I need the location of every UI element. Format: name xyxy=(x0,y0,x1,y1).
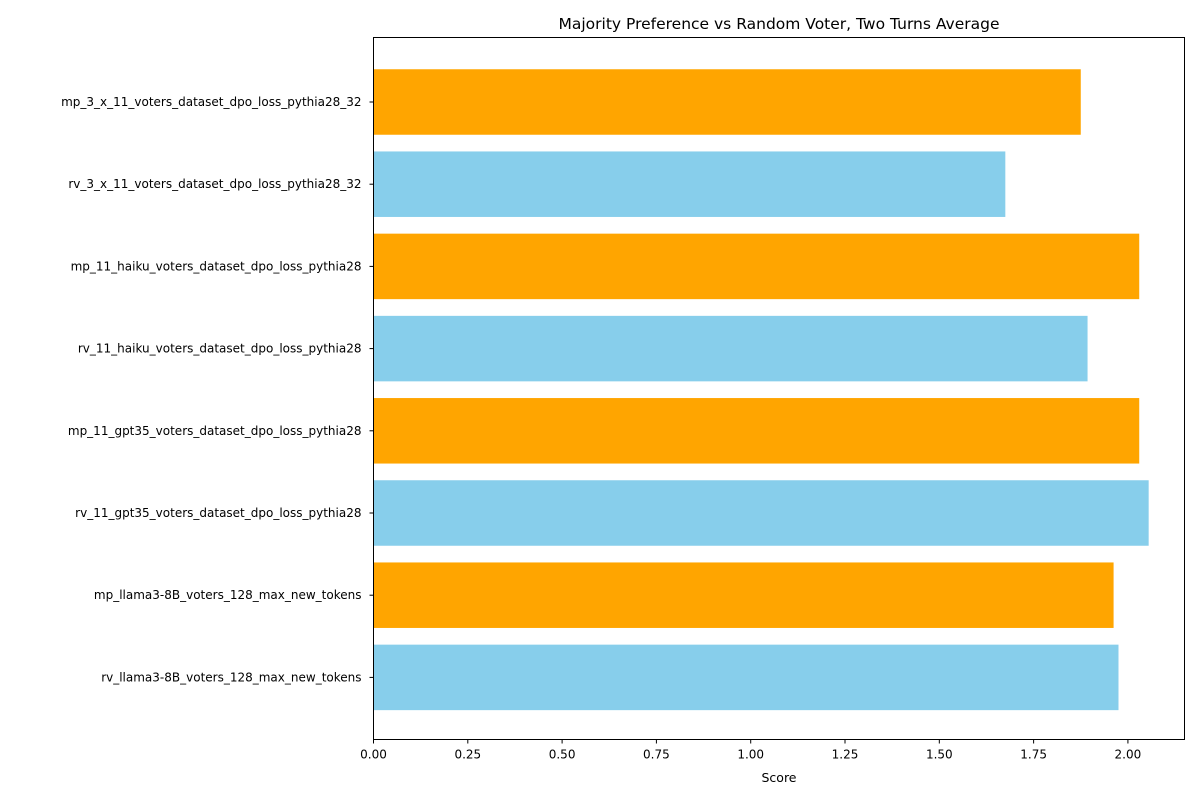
y-axis-ticks: mp_3_x_11_voters_dataset_dpo_loss_pythia… xyxy=(61,95,374,684)
x-tick-label: 2.00 xyxy=(1115,748,1142,762)
y-tick-label: rv_11_gpt35_voters_dataset_dpo_loss_pyth… xyxy=(75,506,361,520)
y-tick-label: rv_llama3-8B_voters_128_max_new_tokens xyxy=(101,670,361,684)
bar-6 xyxy=(373,480,1149,546)
bar-3 xyxy=(373,233,1140,300)
y-tick-label: mp_llama3-8B_voters_128_max_new_tokens xyxy=(94,588,362,602)
x-axis-ticks: 0.00 0.25 0.50 0.75 1.00 1.25 1.50 1.75 2.00 xyxy=(360,739,1142,762)
y-tick-label: mp_11_haiku_voters_dataset_dpo_loss_pyth… xyxy=(71,259,362,273)
x-tick-label: 1.75 xyxy=(1020,748,1047,762)
x-tick-label: 1.50 xyxy=(926,748,953,762)
bar-4 xyxy=(373,315,1088,382)
x-axis-label: Score xyxy=(761,770,796,785)
y-tick-label: rv_11_haiku_voters_dataset_dpo_loss_pyth… xyxy=(78,342,362,356)
x-tick-label: 0.25 xyxy=(454,748,481,762)
bar-2 xyxy=(373,151,1006,217)
x-tick-label: 0.50 xyxy=(549,748,576,762)
x-tick-label: 1.25 xyxy=(832,748,859,762)
bar-1 xyxy=(373,69,1081,135)
y-tick-label: mp_3_x_11_voters_dataset_dpo_loss_pythia… xyxy=(61,95,361,109)
x-tick-label: 0.00 xyxy=(360,748,387,762)
y-tick-label: mp_11_gpt35_voters_dataset_dpo_loss_pyth… xyxy=(68,424,362,438)
chart-title: Majority Preference vs Random Voter, Two… xyxy=(558,15,999,33)
x-tick-label: 1.00 xyxy=(737,748,764,762)
bar-7 xyxy=(373,562,1114,628)
x-tick-label: 0.75 xyxy=(643,748,670,762)
y-tick-label: rv_3_x_11_voters_dataset_dpo_loss_pythia… xyxy=(68,177,361,191)
bar-5 xyxy=(373,398,1140,464)
plot-frame xyxy=(373,37,1185,740)
bars-group xyxy=(373,69,1149,711)
bar-8 xyxy=(373,644,1119,711)
